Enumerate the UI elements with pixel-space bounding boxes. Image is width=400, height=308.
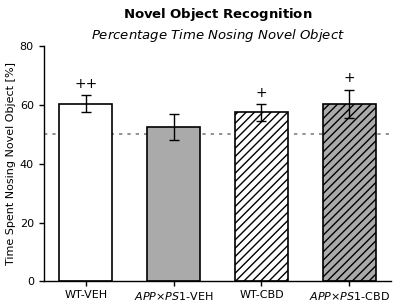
Text: ++: ++ — [74, 77, 97, 91]
Title: $\mathbf{Novel\ Object\ Recognition}$
$\mathit{Percentage\ Time\ Nosing\ Novel\ : $\mathbf{Novel\ Object\ Recognition}$ $\… — [90, 6, 344, 44]
Text: +: + — [344, 71, 355, 85]
Bar — [235, 112, 288, 282]
Text: +: + — [256, 86, 267, 100]
Bar — [59, 103, 112, 282]
Bar — [323, 103, 376, 282]
Bar — [147, 127, 200, 282]
Y-axis label: Time Spent Nosing Novel Object [%]: Time Spent Nosing Novel Object [%] — [6, 62, 16, 265]
